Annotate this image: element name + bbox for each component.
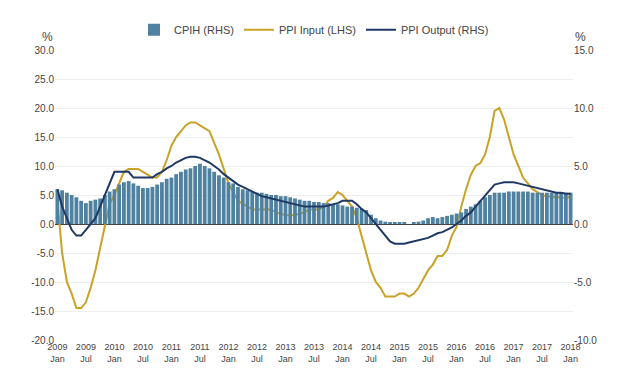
svg-text:2015Jul: 2015Jul	[418, 342, 438, 364]
svg-text:2015Jan: 2015Jan	[390, 342, 410, 364]
svg-text:2017Jan: 2017Jan	[504, 342, 524, 364]
svg-text:2011Jul: 2011Jul	[190, 342, 209, 364]
svg-text:10.0: 10.0	[574, 103, 594, 114]
svg-text:20.0: 20.0	[35, 103, 55, 114]
svg-text:25.0: 25.0	[35, 74, 55, 85]
svg-text:10.0: 10.0	[35, 161, 55, 172]
svg-text:2016Jul: 2016Jul	[475, 342, 495, 364]
svg-text:2009Jul: 2009Jul	[76, 342, 96, 364]
svg-text:PPI Input (LHS): PPI Input (LHS)	[279, 24, 356, 36]
svg-text:PPI Output (RHS): PPI Output (RHS)	[401, 24, 488, 36]
svg-text:-10.0: -10.0	[574, 335, 597, 346]
svg-text:2013Jul: 2013Jul	[304, 342, 324, 364]
svg-text:15.0: 15.0	[574, 45, 594, 56]
svg-text:%: %	[42, 30, 53, 44]
svg-text:2013Jan: 2013Jan	[275, 342, 295, 364]
svg-text:2012Jan: 2012Jan	[218, 342, 238, 364]
svg-text:-5.0: -5.0	[574, 277, 592, 288]
svg-text:2014Jul: 2014Jul	[361, 342, 381, 364]
svg-text:5.0: 5.0	[574, 161, 588, 172]
svg-text:2017Jul: 2017Jul	[532, 342, 552, 364]
svg-text:%: %	[575, 30, 586, 44]
svg-text:-10.0: -10.0	[31, 277, 54, 288]
svg-text:-15.0: -15.0	[31, 306, 54, 317]
svg-text:CPIH (RHS): CPIH (RHS)	[174, 24, 234, 36]
svg-text:-20.0: -20.0	[31, 335, 54, 346]
svg-text:0.0: 0.0	[40, 219, 54, 230]
svg-text:2009Jan: 2009Jan	[47, 342, 67, 364]
svg-text:2012Jul: 2012Jul	[247, 342, 267, 364]
svg-text:-5.0: -5.0	[37, 248, 55, 259]
svg-text:2016Jan: 2016Jan	[447, 342, 467, 364]
svg-text:2010Jul: 2010Jul	[133, 342, 153, 364]
svg-text:2018Jan: 2018Jan	[561, 342, 581, 364]
svg-text:0.0: 0.0	[574, 219, 588, 230]
svg-text:15.0: 15.0	[35, 132, 55, 143]
svg-text:30.0: 30.0	[35, 45, 55, 56]
svg-text:2010Jan: 2010Jan	[104, 342, 124, 364]
svg-text:2011Jan: 2011Jan	[162, 342, 181, 364]
svg-text:5.0: 5.0	[40, 190, 54, 201]
svg-text:2014Jan: 2014Jan	[332, 342, 352, 364]
